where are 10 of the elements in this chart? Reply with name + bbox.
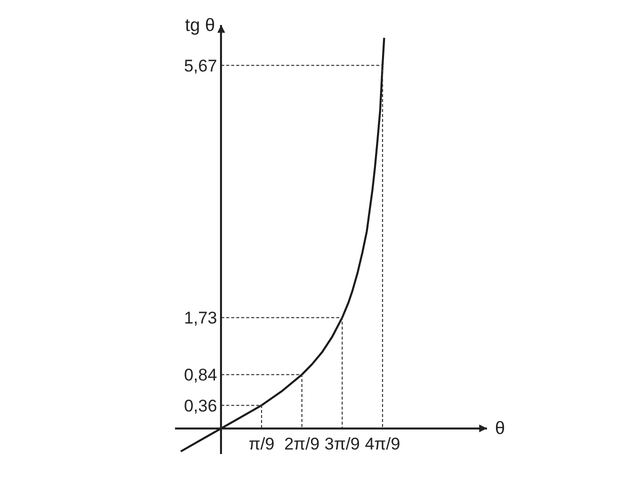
x-tick-label: 4π/9 <box>364 434 400 454</box>
x-tick-label: 3π/9 <box>324 434 360 454</box>
x-tick-label: π/9 <box>248 434 275 454</box>
y-axis-title: tg θ <box>185 15 216 35</box>
y-tick-label: 1,73 <box>184 308 218 328</box>
y-tick-label: 0,84 <box>184 366 218 385</box>
y-tick-label: 5,67 <box>184 56 218 76</box>
x-tick-label: 2π/9 <box>284 434 320 454</box>
x-axis-title: θ <box>495 418 506 438</box>
y-tick-label: 0,36 <box>184 396 218 416</box>
